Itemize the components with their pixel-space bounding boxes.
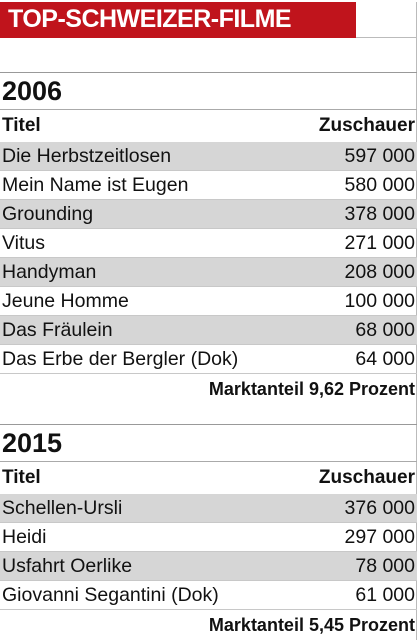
column-viewers-header: Zuschauer [318,115,415,136]
header: TOP-SCHWEIZER-FILME [0,2,419,38]
viewer-count: 378 000 [344,202,416,225]
table-row: Das Fräulein 68 000 [0,316,417,345]
viewer-count: 597 000 [344,144,416,167]
viewer-count: 271 000 [344,231,416,254]
table-row: Jeune Homme 100 000 [0,287,417,316]
film-title: Jeune Homme [2,289,129,312]
viewer-count: 64 000 [355,347,415,370]
section-year: 2015 [0,424,417,461]
section-2015: 2015 Titel Zuschauer Schellen-Ursli 376 … [0,424,417,640]
header-edge [416,2,417,38]
table-row: Giovanni Segantini (Dok) 61 000 [0,581,417,610]
table-row: Grounding 378 000 [0,200,417,229]
table-row: Handyman 208 000 [0,258,417,287]
film-title: Mein Name ist Eugen [2,173,189,196]
market-share: Marktanteil 9,62 Prozent [208,379,415,399]
column-viewers-header: Zuschauer [318,467,415,488]
viewer-count: 580 000 [344,173,416,196]
title-bar: TOP-SCHWEIZER-FILME [0,2,356,38]
viewer-count: 68 000 [355,318,415,341]
film-title: Usfahrt Oerlike [2,554,133,577]
film-title: Schellen-Ursli [2,496,123,519]
viewer-count: 61 000 [355,583,415,606]
film-title: Vitus [2,231,45,254]
table-header: Titel Zuschauer [0,109,417,142]
table-header: Titel Zuschauer [0,461,417,494]
header-rule [356,37,417,38]
table-row: Usfahrt Oerlike 78 000 [0,552,417,581]
page-title: TOP-SCHWEIZER-FILME [8,5,292,33]
column-title-header: Titel [2,467,41,488]
viewer-count: 78 000 [355,554,415,577]
film-title: Grounding [2,202,94,225]
viewer-count: 376 000 [344,496,416,519]
market-share: Marktanteil 5,45 Prozent [208,615,415,635]
table-row: Mein Name ist Eugen 580 000 [0,171,417,200]
section-year: 2006 [0,72,417,109]
table-row: Schellen-Ursli 376 000 [0,494,417,523]
table-row: Das Erbe der Bergler (Dok) 64 000 [0,345,417,374]
section-2006: 2006 Titel Zuschauer Die Herbstzeitlosen… [0,72,417,404]
film-title: Das Fräulein [2,318,113,341]
film-title: Handyman [2,260,97,283]
table-row: Die Herbstzeitlosen 597 000 [0,142,417,171]
film-title: Das Erbe der Bergler (Dok) [2,347,239,370]
table-row: Vitus 271 000 [0,229,417,258]
viewer-count: 297 000 [344,525,416,548]
film-title: Heidi [2,525,47,548]
film-title: Giovanni Segantini (Dok) [2,583,219,606]
viewer-count: 100 000 [344,289,416,312]
film-title: Die Herbstzeitlosen [2,144,172,167]
column-title-header: Titel [2,115,41,136]
viewer-count: 208 000 [344,260,416,283]
table-row: Heidi 297 000 [0,523,417,552]
